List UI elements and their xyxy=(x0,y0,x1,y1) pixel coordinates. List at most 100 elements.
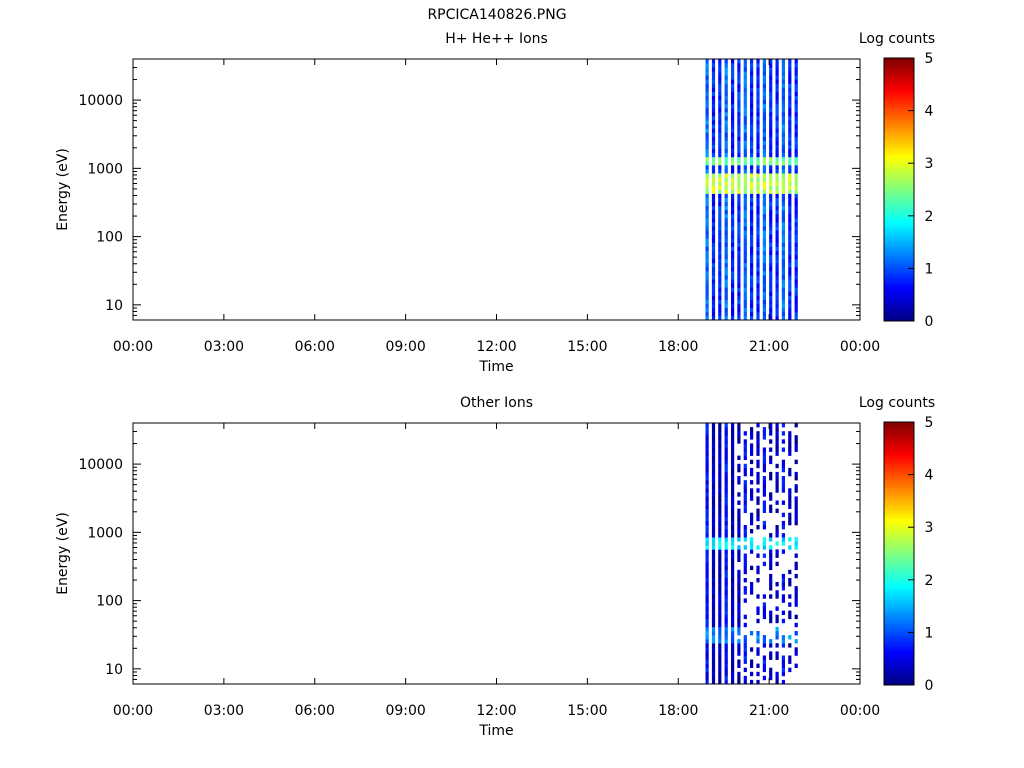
spectrogram-cell xyxy=(743,124,747,129)
spectrogram-cell xyxy=(711,152,716,158)
spectrogram-cell xyxy=(731,647,735,652)
colorbar-swatch xyxy=(884,99,914,103)
spectrogram-cell xyxy=(794,586,798,591)
spectrogram-cell xyxy=(731,435,735,440)
spectrogram-cell xyxy=(794,573,798,579)
colorbar-swatch xyxy=(884,191,914,195)
spectrogram-cell xyxy=(794,214,798,219)
spectrogram-cell xyxy=(724,152,728,158)
spectrogram-cell xyxy=(781,295,785,300)
colorbar-swatch xyxy=(884,132,914,136)
spectrogram-cell xyxy=(743,91,747,96)
spectrogram-cell xyxy=(737,214,741,219)
spectrogram-cell xyxy=(705,549,709,554)
spectrogram-cell xyxy=(718,75,722,80)
spectrogram-cell xyxy=(743,569,747,575)
spectrogram-cell xyxy=(788,132,792,137)
spectrogram-cell xyxy=(775,165,779,170)
spectrogram-cell xyxy=(756,618,760,624)
spectrogram-cell xyxy=(781,230,785,235)
spectrogram-cell xyxy=(724,177,728,182)
spectrogram-cell xyxy=(718,267,722,272)
spectrogram-cell xyxy=(724,590,728,595)
colorbar-swatch xyxy=(884,128,914,131)
colorbar-swatch xyxy=(884,95,914,98)
spectrogram-cell xyxy=(788,218,792,223)
spectrogram-cell xyxy=(781,459,785,465)
spectrogram-cell xyxy=(756,128,760,133)
spectrogram-cell xyxy=(711,197,716,203)
y-axis-label: Energy (eV) xyxy=(55,512,71,595)
spectrogram-cell xyxy=(762,537,766,542)
spectrogram-cell xyxy=(743,488,747,493)
colorbar-swatch xyxy=(884,152,914,155)
spectrogram-cell xyxy=(737,103,741,109)
spectrogram-cell xyxy=(781,447,785,452)
spectrogram-cell xyxy=(769,128,773,133)
spectrogram-cell xyxy=(775,128,779,133)
spectrogram-cell xyxy=(718,107,722,113)
spectrogram-cell xyxy=(788,488,792,493)
spectrogram-cell xyxy=(743,525,747,530)
spectrogram-cell xyxy=(769,83,773,88)
spectrogram-cell xyxy=(724,451,728,456)
spectrogram-cell xyxy=(769,103,773,109)
spectrogram-cell xyxy=(718,467,722,473)
spectrogram-cell xyxy=(737,307,741,313)
colorbar-swatch xyxy=(884,581,914,585)
colorbar-swatch xyxy=(884,487,914,491)
spectrogram-cell xyxy=(775,169,779,174)
spectrogram-cell xyxy=(705,222,709,227)
spectrogram-cell xyxy=(711,173,716,178)
spectrogram-cell xyxy=(781,315,785,321)
spectrogram-cell xyxy=(711,451,716,456)
colorbar-swatch xyxy=(884,586,914,589)
spectrogram-cell xyxy=(756,279,760,284)
spectrogram-cell xyxy=(737,275,741,280)
spectrogram-cell xyxy=(724,573,728,579)
spectrogram-cell xyxy=(705,283,709,288)
spectrogram-cell xyxy=(711,647,716,652)
colorbar-swatch xyxy=(884,196,914,199)
spectrogram-cell xyxy=(775,230,779,235)
spectrogram-cell xyxy=(794,295,798,300)
spectrogram-cell xyxy=(794,484,798,489)
colorbar-swatch xyxy=(884,136,914,140)
spectrogram-cell xyxy=(711,484,716,489)
spectrogram-cell xyxy=(731,63,735,68)
spectrogram-cell xyxy=(731,480,735,485)
spectrogram-cell xyxy=(750,586,754,591)
spectrogram-cell xyxy=(731,423,735,428)
spectrogram-cell xyxy=(711,651,716,656)
spectrogram-cell xyxy=(762,140,766,145)
spectrogram-cell xyxy=(788,214,792,219)
x-tick-label: 12:00 xyxy=(476,703,516,719)
spectrogram-cell xyxy=(750,492,754,497)
spectrogram-cell xyxy=(724,594,728,599)
spectrogram-cell xyxy=(705,299,709,304)
spectrogram-cell xyxy=(737,222,741,227)
spectrogram-cell xyxy=(788,537,792,542)
spectrogram-cell xyxy=(781,181,785,186)
spectrogram-cell xyxy=(718,124,722,129)
spectrogram-cell xyxy=(775,234,779,239)
spectrogram-cell xyxy=(724,569,728,575)
spectrogram-cell xyxy=(762,488,766,493)
spectrogram-cell xyxy=(718,520,722,526)
spectrogram-cell xyxy=(743,307,747,313)
spectrogram-cell xyxy=(711,99,716,105)
spectrogram-cell xyxy=(769,667,773,673)
spectrogram-cell xyxy=(718,271,722,276)
colorbar-tick-label: 3 xyxy=(925,156,934,172)
spectrogram-cell xyxy=(705,193,709,198)
spectrogram-cell xyxy=(756,250,760,256)
spectrogram-cell xyxy=(718,541,722,546)
spectrogram-cell xyxy=(724,67,728,72)
spectrogram-cell xyxy=(769,95,773,101)
spectrogram-cell xyxy=(731,230,735,235)
spectrogram-cell xyxy=(769,189,773,194)
spectrogram-cell xyxy=(731,537,735,542)
spectrogram-cell xyxy=(737,639,741,644)
colorbar-swatch xyxy=(884,551,914,554)
colorbar-swatch xyxy=(884,658,914,662)
